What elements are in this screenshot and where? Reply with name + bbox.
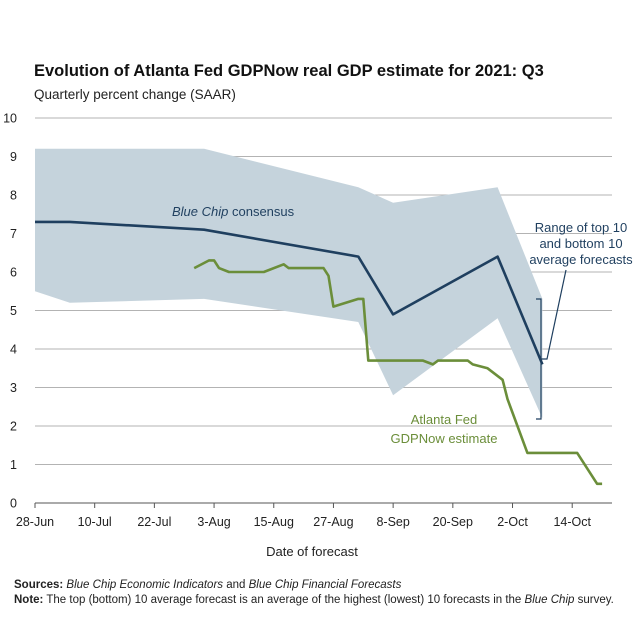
x-axis-label: Date of forecast bbox=[266, 544, 358, 559]
x-tick-label: 15-Aug bbox=[254, 515, 294, 529]
x-tick-label: 28-Jun bbox=[16, 515, 54, 529]
sources-line: Sources: Blue Chip Economic Indicators a… bbox=[14, 579, 402, 591]
series-group bbox=[35, 220, 603, 486]
forecast-range-band-group bbox=[35, 148, 543, 419]
y-tick-label: 7 bbox=[10, 227, 17, 241]
y-tick-label: 1 bbox=[10, 458, 17, 472]
x-tick-label: 2-Oct bbox=[497, 515, 528, 529]
chart-title: Evolution of Atlanta Fed GDPNow real GDP… bbox=[34, 62, 544, 80]
range-label-line1: Range of top 10 bbox=[535, 220, 628, 235]
x-tick-label: 3-Aug bbox=[197, 515, 230, 529]
range-leader-line bbox=[541, 269, 567, 360]
blue-chip-consensus-line bbox=[35, 220, 544, 365]
gdpnow-label-line1: Atlanta Fed bbox=[411, 412, 478, 427]
x-tick-label: 20-Sep bbox=[433, 515, 473, 529]
axes bbox=[34, 502, 612, 508]
y-tick-label: 0 bbox=[10, 497, 17, 511]
chart: 0 1 2 3 4 5 6 7 8 9 10 28-Jun 10-Jul 22-Jul 3-Aug 15-Au… bbox=[3, 112, 633, 560]
x-tick-label: 27-Aug bbox=[313, 515, 353, 529]
y-tick-label: 3 bbox=[10, 381, 17, 395]
y-tick-label: 5 bbox=[10, 304, 17, 318]
chart-subtitle: Quarterly percent change (SAAR) bbox=[34, 87, 236, 102]
x-tick-label: 10-Jul bbox=[78, 515, 112, 529]
forecast-range-band bbox=[35, 148, 543, 419]
y-tick-label: 9 bbox=[10, 150, 17, 164]
gdpnow-label-line2: GDPNow estimate bbox=[391, 431, 498, 446]
y-tick-label: 4 bbox=[10, 343, 17, 357]
footer-notes: Sources: Blue Chip Economic Indicators a… bbox=[14, 578, 626, 608]
y-tick-label: 2 bbox=[10, 420, 17, 434]
tick-labels: 0 1 2 3 4 5 6 7 8 9 10 28-Jun 10-Jul 22-Jul 3-Aug 15-Au… bbox=[3, 112, 591, 530]
range-label-line3: average forecasts bbox=[529, 252, 633, 267]
y-tick-label: 10 bbox=[3, 112, 17, 126]
gdpnow-estimate-line bbox=[193, 259, 603, 486]
x-tick-label: 22-Jul bbox=[137, 515, 171, 529]
y-tick-label: 8 bbox=[10, 189, 17, 203]
note-line: Note: The top (bottom) 10 average foreca… bbox=[14, 594, 614, 606]
range-label-line2: and bottom 10 bbox=[539, 236, 622, 251]
x-tick-label: 14-Oct bbox=[553, 515, 591, 529]
blue-chip-consensus-label: Blue Chip consensus bbox=[172, 204, 295, 219]
y-tick-label: 6 bbox=[10, 266, 17, 280]
x-tick-label: 8-Sep bbox=[376, 515, 409, 529]
